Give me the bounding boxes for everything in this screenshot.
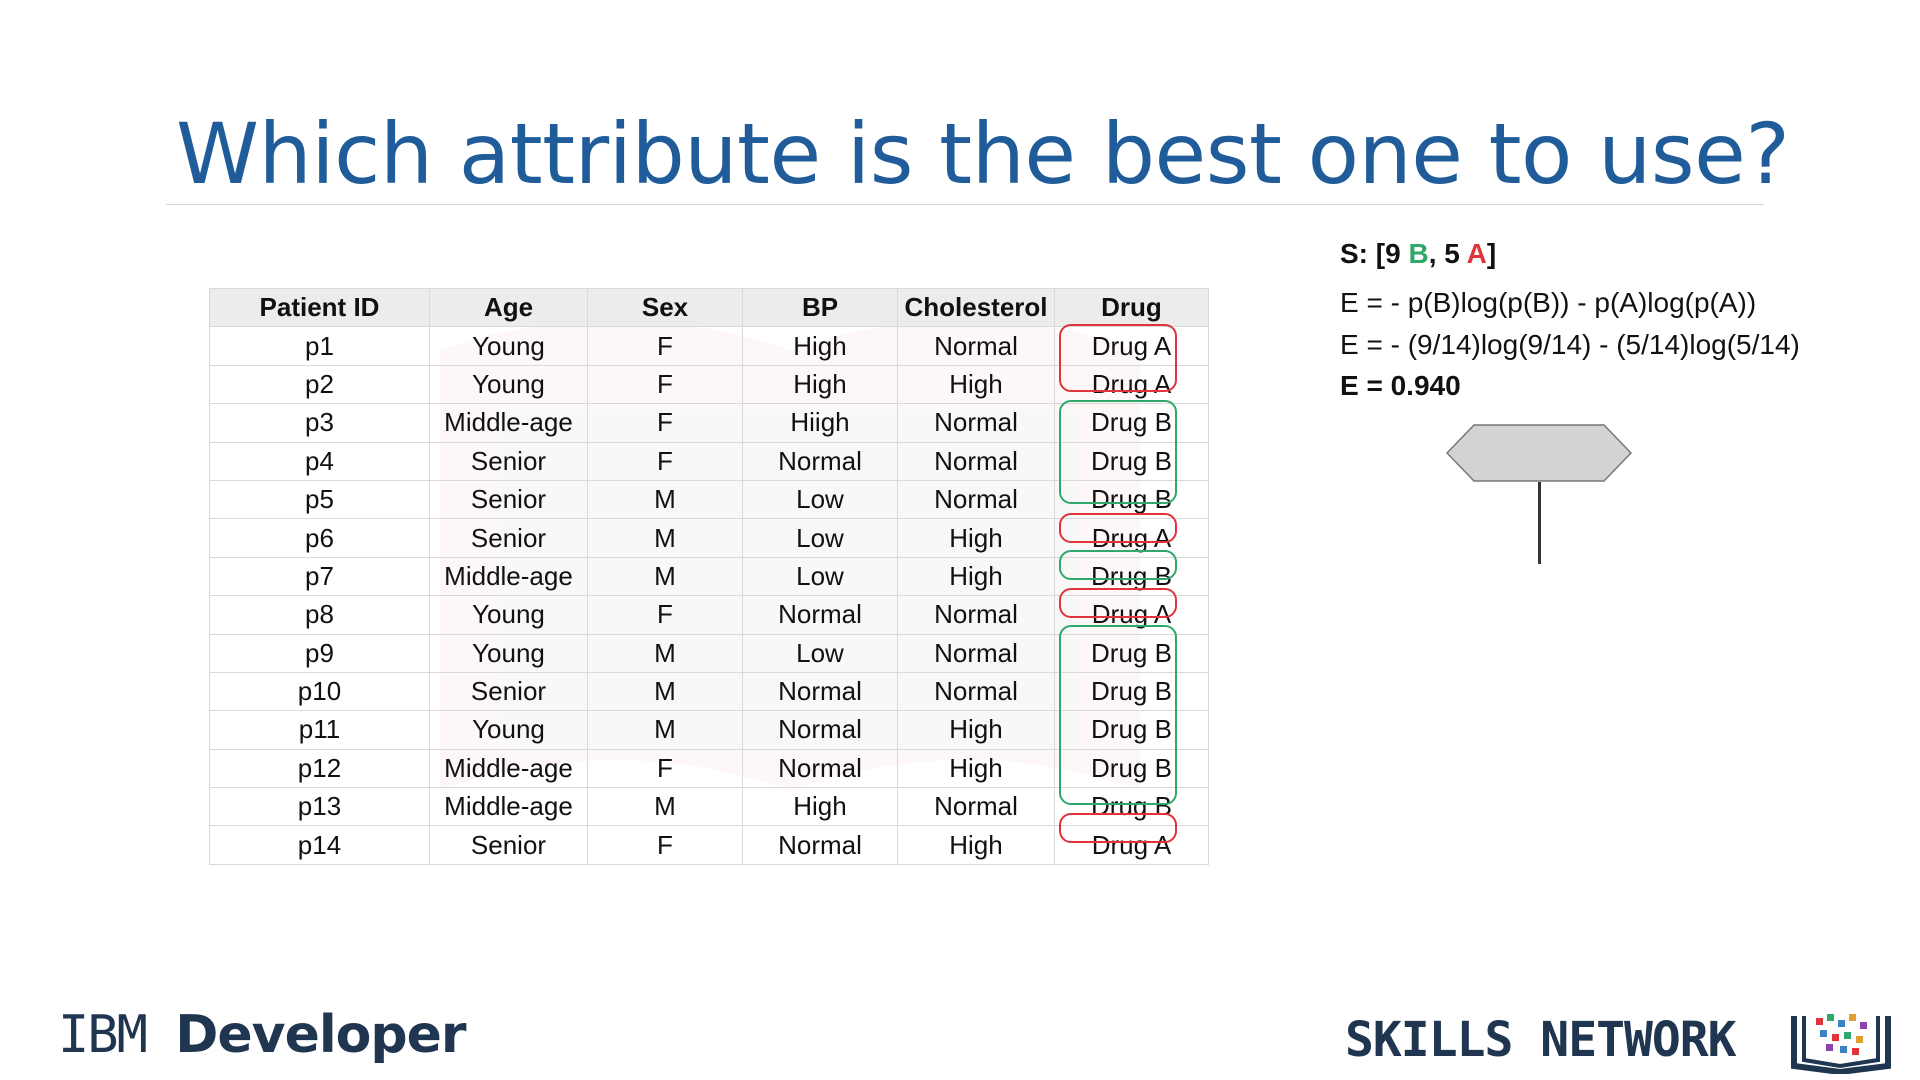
cell-cholesterol: Normal [897,595,1055,635]
cell-cholesterol: Normal [897,479,1055,520]
cell-cholesterol: Normal [897,633,1055,673]
header-sex: Sex [587,287,743,328]
cell-cholesterol: Normal [897,787,1055,827]
cell-drug: Drug A [1054,595,1209,635]
drug-b-group-p3-p5 [1059,400,1177,504]
cell-bp: Normal [742,748,898,789]
cell-cholesterol: High [897,364,1055,405]
cell-age: Young [429,710,588,750]
cell-age: Young [429,326,588,366]
cell-sex: M [587,671,743,712]
cell-patient-id: p9 [209,633,430,673]
entropy-substituted: E = - (9/14)log(9/14) - (5/14)log(5/14) [1340,329,1800,360]
table-row: p4 Senior F Normal Normal Drug B [209,441,1209,481]
cell-cholesterol: High [897,710,1055,750]
cell-patient-id: p12 [209,748,430,789]
cell-sex: M [587,556,743,597]
table-row: p3 Middle-age F Hiigh Normal Drug B [209,403,1209,443]
cell-patient-id: p14 [209,825,430,865]
cell-sex: M [587,710,743,750]
table-row: p9 Young M Low Normal Drug B [209,633,1209,673]
cell-drug: Drug B [1054,479,1209,520]
cell-bp: Normal [742,441,898,481]
cell-cholesterol: High [897,748,1055,789]
cell-cholesterol: Normal [897,326,1055,366]
cell-bp: Normal [742,595,898,635]
cell-sex: F [587,364,743,405]
cell-age: Young [429,633,588,673]
table-row: p13 Middle-age M High Normal Drug B [209,787,1209,827]
decision-node-shape [1446,424,1632,482]
cell-age: Middle-age [429,748,588,789]
table-row: p7 Middle-age M Low High Drug B [209,556,1209,597]
drug-a-group-p6 [1059,513,1177,543]
cell-bp: High [742,326,898,366]
cell-age: Middle-age [429,556,588,597]
cell-sex: F [587,441,743,481]
header-drug: Drug [1054,287,1209,328]
summary-a-letter: A [1466,238,1487,269]
title-divider [166,204,1764,205]
cell-patient-id: p1 [209,326,430,366]
cell-sex: F [587,595,743,635]
sample-summary: S: [9 B, 5 A] [1340,238,1497,269]
drug-b-group-p9-p13 [1059,625,1177,805]
table-row: p12 Middle-age F Normal High Drug B [209,748,1209,789]
cell-bp: Normal [742,710,898,750]
drug-a-group-p8 [1059,588,1177,618]
cell-age: Senior [429,825,588,865]
table-row: p8 Young F Normal Normal Drug A [209,595,1209,635]
patient-table-container: Patient ID Age Sex BP Cholesterol Drug p… [209,287,1209,865]
cell-age: Young [429,595,588,635]
cell-cholesterol: Normal [897,441,1055,481]
slide-title: Which attribute is the best one to use? [176,105,1790,203]
drug-a-group-p14 [1059,813,1177,843]
header-bp: BP [742,287,898,328]
cell-cholesterol: High [897,825,1055,865]
cell-sex: M [587,518,743,558]
drug-b-group-p7 [1059,550,1177,580]
cell-patient-id: p8 [209,595,430,635]
cell-bp: Normal [742,825,898,865]
header-cholesterol: Cholesterol [897,287,1055,328]
cell-drug: Drug B [1054,633,1209,673]
ibm-developer-logo: IBM Developer [58,1005,467,1065]
patient-table: Patient ID Age Sex BP Cholesterol Drug p… [209,287,1209,865]
cell-drug: Drug B [1054,787,1209,827]
table-row: p1 Young F High Normal Drug A [209,326,1209,366]
cell-sex: M [587,479,743,520]
cell-cholesterol: Normal [897,671,1055,712]
header-age: Age [429,287,588,328]
cell-patient-id: p7 [209,556,430,597]
decision-node-stem [1538,482,1541,564]
drug-a-group-p1-p2 [1059,324,1177,392]
cell-bp: High [742,787,898,827]
skills-network-logo: SKILLS NETWORK [1345,1012,1737,1068]
table-row: p5 Senior M Low Normal Drug B [209,479,1209,520]
entropy-formula: E = - p(B)log(p(B)) - p(A)log(p(A)) [1340,287,1757,318]
cell-drug: Drug B [1054,671,1209,712]
table-row: p14 Senior F Normal High Drug A [209,825,1209,865]
summary-b-letter: B [1408,238,1429,269]
cell-sex: M [587,787,743,827]
cell-patient-id: p5 [209,479,430,520]
cell-drug: Drug A [1054,825,1209,865]
skills-network-icon [1791,1014,1891,1074]
cell-drug: Drug B [1054,710,1209,750]
entropy-result: E = 0.940 [1340,370,1461,401]
cell-cholesterol: Normal [897,403,1055,443]
cell-bp: Low [742,518,898,558]
cell-drug: Drug A [1054,518,1209,558]
table-header-row: Patient ID Age Sex BP Cholesterol Drug [209,287,1209,328]
